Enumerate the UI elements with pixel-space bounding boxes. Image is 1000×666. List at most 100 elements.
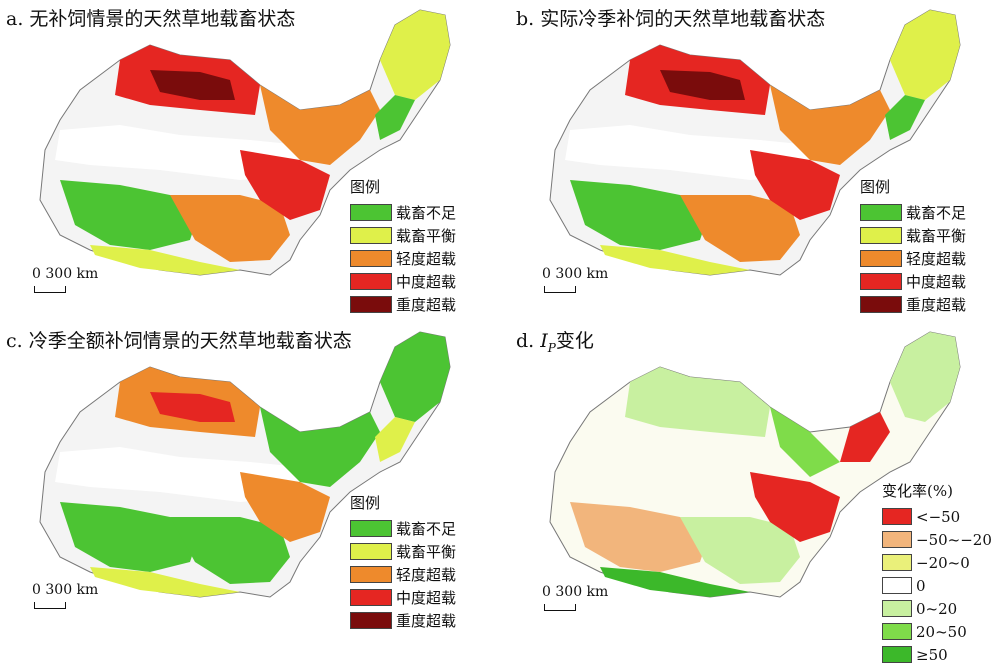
legend-item: 轻度超载: [860, 247, 966, 270]
legend-label: 中度超载: [396, 273, 457, 291]
legend-label: 载畜平衡: [396, 543, 457, 561]
legend-label: ≥50: [916, 645, 948, 664]
legend-swatch: [350, 296, 392, 313]
legend-swatch: [882, 600, 912, 617]
scale-line: [34, 602, 66, 609]
legend-heading: 变化率(%): [882, 482, 953, 500]
legend-label: 载畜不足: [396, 520, 457, 538]
legend-label: −50~−20: [916, 530, 992, 549]
scale-zero: 0: [32, 582, 41, 598]
legend-item: 载畜不足: [860, 201, 966, 224]
legend-item: 载畜平衡: [860, 224, 966, 247]
scale-dist: 300 km: [555, 584, 609, 600]
panel-b: b. 实际冷季补饲的天然草地载畜状态 图例 载畜不足 载畜平衡 轻度超载 中度超…: [510, 0, 1000, 314]
legend-swatch: [882, 554, 912, 571]
panel-d-title-sub: P: [547, 340, 556, 355]
scale-bar: 0 300 km: [32, 582, 98, 598]
map-d: [549, 331, 961, 598]
legend-swatch: [350, 204, 392, 221]
scale-line: [34, 286, 66, 293]
map-c: [39, 331, 451, 598]
legend-swatch: [350, 250, 392, 267]
legend-item: 中度超载: [860, 270, 966, 293]
legend-swatch: [882, 646, 912, 663]
legend-label: 载畜平衡: [396, 227, 457, 245]
legend-item: 载畜平衡: [350, 540, 456, 563]
legend-swatch: [350, 543, 392, 560]
legend-label: 轻度超载: [906, 250, 967, 268]
legend-label: 载畜不足: [906, 204, 967, 222]
legend-item: 20~50: [882, 620, 992, 643]
legend-label: 中度超载: [906, 273, 967, 291]
legend-heading: 图例: [350, 178, 381, 196]
legend-label: 重度超载: [906, 296, 967, 314]
scale-dist: 300 km: [45, 582, 99, 598]
scale-bar: 0 300 km: [542, 584, 608, 600]
legend-item: 载畜平衡: [350, 224, 456, 247]
legend-item: 0~20: [882, 597, 992, 620]
legend-heading: 图例: [350, 494, 381, 512]
legend-a: 图例 载畜不足 载畜平衡 轻度超载 中度超载 重度超载: [350, 176, 456, 316]
panel-b-title: b. 实际冷季补饲的天然草地载畜状态: [516, 8, 826, 30]
legend-swatch: [350, 566, 392, 583]
scale-dist: 300 km: [45, 266, 99, 282]
legend-label: 轻度超载: [396, 566, 457, 584]
legend-item: 轻度超载: [350, 563, 456, 586]
scale-line: [544, 604, 576, 611]
legend-swatch: [882, 531, 912, 548]
legend-swatch: [882, 577, 912, 594]
scale-zero: 0: [542, 266, 551, 282]
legend-label: 载畜不足: [396, 204, 457, 222]
map-b: [549, 9, 961, 276]
legend-swatch: [860, 250, 902, 267]
panel-a: a. 无补饲情景的天然草地载畜状态 图例 载畜不足 载畜平衡 轻度超载 中度超载…: [0, 0, 490, 314]
legend-item: 载畜不足: [350, 201, 456, 224]
panel-d-title: d. IP变化: [516, 326, 594, 355]
scale-line: [544, 286, 576, 293]
legend-heading: 图例: [860, 178, 891, 196]
legend-label: −20~0: [916, 553, 970, 572]
legend-item: 中度超载: [350, 586, 456, 609]
legend-item: <−50: [882, 505, 992, 528]
legend-swatch: [860, 273, 902, 290]
panel-d: d. IP变化 变化率(%) <−50 −50~−20 −20~0 0 0~20…: [510, 322, 1000, 664]
legend-item: 载畜不足: [350, 517, 456, 540]
legend-item: 0: [882, 574, 992, 597]
legend-label: 载畜平衡: [906, 227, 967, 245]
scale-bar: 0 300 km: [32, 266, 98, 282]
legend-swatch: [882, 623, 912, 640]
panel-a-title: a. 无补饲情景的天然草地载畜状态: [6, 8, 296, 30]
legend-label: 重度超载: [396, 612, 457, 630]
panel-c-title: c. 冷季全额补饲情景的天然草地载畜状态: [6, 330, 352, 352]
legend-label: 20~50: [916, 622, 967, 641]
panel-d-title-suffix: 变化: [555, 330, 594, 352]
legend-item: ≥50: [882, 643, 992, 666]
legend-item: 轻度超载: [350, 247, 456, 270]
legend-item: 重度超载: [350, 293, 456, 316]
legend-item: 中度超载: [350, 270, 456, 293]
legend-swatch: [350, 589, 392, 606]
legend-swatch: [350, 227, 392, 244]
scale-zero: 0: [32, 266, 41, 282]
legend-item: 重度超载: [860, 293, 966, 316]
map-a: [39, 9, 451, 276]
legend-swatch: [860, 227, 902, 244]
legend-b: 图例 载畜不足 载畜平衡 轻度超载 中度超载 重度超载: [860, 176, 966, 316]
legend-label: 0: [916, 576, 926, 595]
legend-item: −20~0: [882, 551, 992, 574]
legend-swatch: [860, 204, 902, 221]
panel-d-title-prefix: d.: [516, 330, 541, 352]
scale-bar: 0 300 km: [542, 266, 608, 282]
panel-d-title-italic: I: [540, 330, 548, 352]
legend-c: 图例 载畜不足 载畜平衡 轻度超载 中度超载 重度超载: [350, 492, 456, 632]
legend-label: 轻度超载: [396, 250, 457, 268]
legend-swatch: [860, 296, 902, 313]
legend-swatch: [350, 273, 392, 290]
legend-d: 变化率(%) <−50 −50~−20 −20~0 0 0~20 20~50 ≥…: [882, 480, 992, 666]
legend-label: 重度超载: [396, 296, 457, 314]
panel-c: c. 冷季全额补饲情景的天然草地载畜状态 图例 载畜不足 载畜平衡 轻度超载 中…: [0, 322, 490, 632]
scale-dist: 300 km: [555, 266, 609, 282]
legend-label: 中度超载: [396, 589, 457, 607]
legend-swatch: [350, 520, 392, 537]
legend-item: −50~−20: [882, 528, 992, 551]
